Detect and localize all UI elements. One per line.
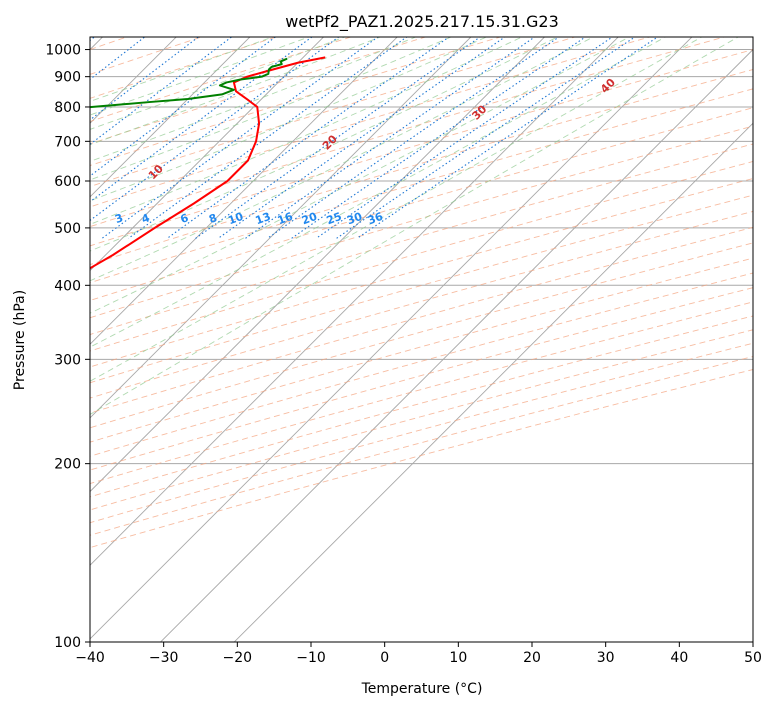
- mixing-ratio-label: 10: [226, 210, 245, 228]
- dry-adiabat-line: [90, 272, 753, 457]
- plot-area: 0.10.20.40.611.52346810131620253036-100-…: [90, 37, 753, 642]
- x-tick-label: 20: [523, 650, 541, 666]
- moist-adiabat-line: [90, 37, 488, 202]
- moist-adiabat-line: [90, 37, 346, 130]
- mixing-ratio-label: 4: [140, 211, 152, 226]
- y-tick-label: 100: [54, 635, 81, 651]
- x-tick-label: 50: [744, 650, 762, 666]
- mixing-ratio-label: 36: [366, 210, 385, 228]
- x-tick-label: 10: [449, 650, 467, 666]
- isotherm-line: [90, 37, 546, 493]
- isotherm-line: [90, 37, 619, 566]
- dry-adiabat-line: [90, 37, 577, 188]
- isotherm-line: [90, 37, 325, 272]
- y-tick-label: 400: [54, 278, 81, 294]
- dewpoint-line: [90, 57, 288, 109]
- mixing-ratio-label: 20: [300, 210, 319, 228]
- moist-adiabat-line: [90, 37, 417, 162]
- y-tick-label: 500: [54, 221, 81, 237]
- moist-adiabat-line: [90, 37, 523, 225]
- x-tick-label: −20: [223, 650, 253, 666]
- x-axis-ticks: −40 −30 −20 −10 0 10 20 30 40 50: [75, 642, 762, 666]
- y-tick-label: 900: [54, 70, 81, 86]
- moist-adiabat-line: [90, 37, 311, 116]
- y-tick-label: 600: [54, 174, 81, 190]
- dry-adiabat-line: [90, 37, 203, 75]
- mixing-ratio-line: [291, 37, 587, 239]
- isotherm-line: [90, 37, 251, 198]
- dry-adiabat-line: [90, 143, 753, 336]
- x-tick-label: −40: [75, 650, 105, 666]
- isotherm-line: [233, 122, 753, 642]
- dry-adiabat-line: [90, 210, 753, 399]
- isobar-grid: [90, 49, 753, 642]
- profile-series: [90, 56, 326, 270]
- x-tick-label: −30: [149, 650, 179, 666]
- y-axis-ticks: 1000 900 800 700 600 500 400 300 200 100: [45, 43, 90, 651]
- dry-adiabat-line: [90, 37, 652, 208]
- mixing-ratio-label: 16: [276, 210, 295, 228]
- y-tick-label: 200: [54, 457, 81, 473]
- mixing-ratio-line: [195, 37, 482, 239]
- dry-adiabat-line: [90, 49, 753, 247]
- dry-adiabat-line: [90, 301, 753, 485]
- isotherm-line: [90, 37, 398, 345]
- line-labels: 0.10.20.40.611.52346810131620253036-100-…: [113, 76, 618, 228]
- mixing-ratio-line: [245, 37, 536, 239]
- moist-adiabats: [90, 37, 740, 415]
- isotherm-line: [159, 48, 753, 642]
- dry-adiabat-line: [90, 37, 726, 228]
- x-tick-label: 0: [380, 650, 389, 666]
- mixing-ratio-line: [90, 37, 340, 222]
- mixing-ratio-lines: [90, 37, 659, 239]
- dry-adiabat-line: [90, 160, 753, 352]
- mixing-ratio-label: 6: [179, 211, 191, 226]
- temperature-line: [90, 56, 326, 270]
- mixing-ratio-line: [267, 37, 560, 239]
- dry-adiabat-line: [90, 242, 753, 429]
- moist-adiabat-line: [90, 37, 740, 415]
- moist-adiabat-line: [90, 37, 631, 314]
- mixing-ratio-label: 30: [345, 210, 364, 228]
- mixing-ratio-line: [101, 37, 379, 239]
- dry-adiabat-line: [90, 125, 753, 319]
- x-tick-label: −10: [296, 650, 326, 666]
- dry-adiabats: [90, 37, 753, 549]
- x-axis-label: Temperature (°C): [361, 681, 483, 697]
- y-tick-label: 1000: [45, 43, 81, 59]
- dry-adiabat-line: [90, 37, 353, 122]
- mixing-ratio-line: [166, 37, 450, 239]
- mixing-ratio-line: [90, 37, 200, 121]
- dry-adiabat-line: [90, 356, 753, 536]
- y-tick-label: 300: [54, 352, 81, 368]
- mixing-ratio-line: [217, 37, 506, 239]
- mixing-ratio-line: [315, 37, 614, 239]
- dry-adiabat-line: [90, 329, 753, 511]
- y-tick-label: 700: [54, 134, 81, 150]
- mixing-ratio-line: [336, 37, 636, 239]
- moist-adiabat-line: [90, 37, 595, 282]
- y-axis-label: Pressure (hPa): [12, 290, 28, 390]
- chart-title: wetPf2_PAZ1.2025.217.15.31.G23: [285, 12, 559, 32]
- mixing-ratio-line: [90, 37, 233, 146]
- x-tick-label: 30: [597, 650, 615, 666]
- mixing-ratio-label: 8: [207, 211, 219, 226]
- mixing-ratio-label: 3: [113, 211, 125, 226]
- mixing-ratio-label: 13: [254, 210, 273, 227]
- mixing-ratio-label: 25: [325, 210, 344, 227]
- isotherm-line: [90, 37, 472, 419]
- mixing-ratio-line: [90, 37, 146, 81]
- y-tick-label: 800: [54, 100, 81, 116]
- x-tick-label: 40: [670, 650, 688, 666]
- plot-frame: [89, 36, 754, 643]
- dry-adiabat-line: [90, 37, 428, 145]
